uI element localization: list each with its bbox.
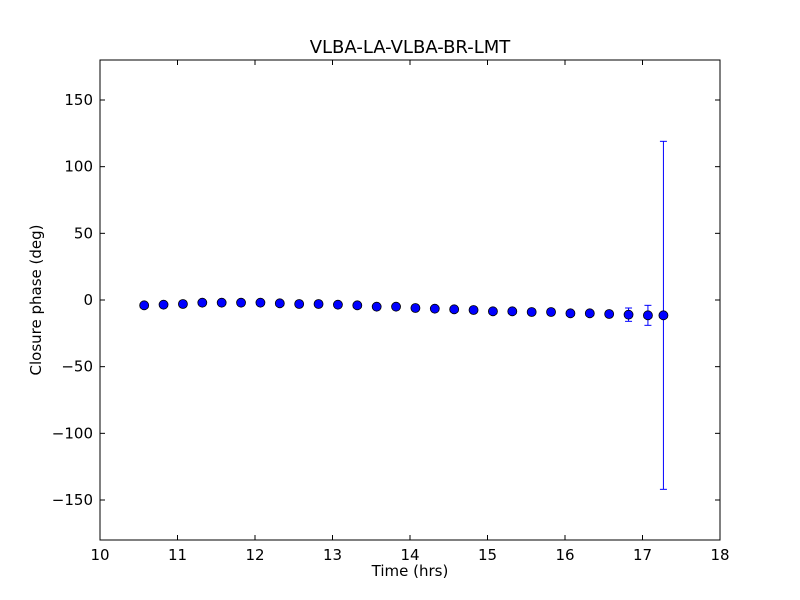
data-point <box>197 297 208 308</box>
data-point <box>236 297 246 308</box>
x-tick-label: 13 <box>323 546 342 564</box>
x-tick-label: 18 <box>710 546 729 564</box>
y-axis-label: Closure phase (deg) <box>27 225 45 376</box>
x-tick-label: 15 <box>478 546 497 564</box>
y-tick-label: −50 <box>61 358 93 376</box>
x-axis-label: Time (hrs) <box>371 562 449 580</box>
data-point <box>488 306 498 317</box>
data-point <box>643 310 653 321</box>
y-tick-label: −150 <box>52 491 93 509</box>
data-point <box>410 303 421 313</box>
y-tick-label: −100 <box>52 424 93 442</box>
data-point <box>294 299 305 309</box>
data-point <box>178 299 188 309</box>
data-point <box>352 300 363 311</box>
x-tick-label: 10 <box>90 546 109 564</box>
data-point <box>449 304 460 315</box>
x-tick-label: 12 <box>245 546 264 564</box>
data-point <box>623 309 634 320</box>
x-tick-label: 16 <box>555 546 574 564</box>
data-point <box>158 299 169 310</box>
y-tick-label: 50 <box>74 224 93 242</box>
x-tick-label: 11 <box>168 546 187 564</box>
data-point <box>507 306 518 317</box>
data-point <box>371 301 382 312</box>
data-point <box>526 307 537 317</box>
data-point <box>565 308 576 319</box>
x-tick-label: 14 <box>400 546 419 564</box>
data-point <box>313 299 324 309</box>
chart-title: VLBA-LA-VLBA-BR-LMT <box>310 37 512 58</box>
axis-ticks: 10 11 12 13 14 15 16 17 18 −150 −100 −50 0 50 100 150 <box>52 60 730 564</box>
data-point <box>658 310 669 321</box>
data-point <box>429 303 440 314</box>
data-point <box>139 300 150 311</box>
data-point <box>391 301 401 312</box>
data-point <box>333 299 343 310</box>
y-tick-label: 0 <box>83 291 93 309</box>
y-tick-label: 100 <box>64 158 93 176</box>
data-point <box>604 309 615 319</box>
x-tick-label: 17 <box>633 546 652 564</box>
data-point <box>255 297 266 308</box>
data-point <box>274 298 285 309</box>
data-point <box>468 305 479 315</box>
plot-frame <box>99 59 721 541</box>
data-point <box>584 308 595 319</box>
data-point <box>216 297 227 308</box>
y-tick-label: 150 <box>64 91 93 109</box>
data-point <box>546 307 556 317</box>
data-points <box>139 297 669 321</box>
